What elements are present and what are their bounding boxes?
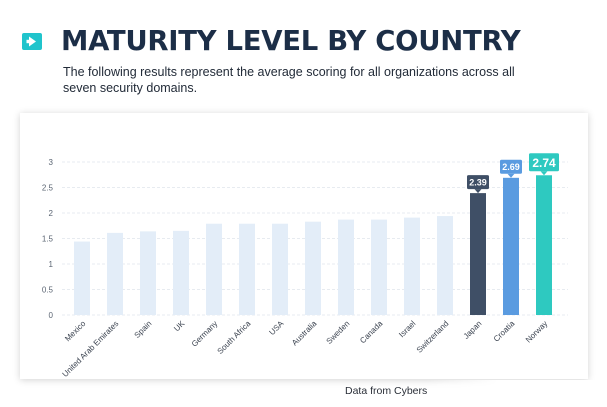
data-label-box [467,175,489,190]
bar [74,241,90,315]
data-label-pointer [540,171,548,176]
x-tick-label: Croatia [492,319,517,344]
bar [305,221,321,315]
bar [338,219,354,315]
y-tick-label: 2 [49,209,54,218]
bar [536,175,552,315]
y-tick-label: 0 [49,311,54,320]
bar [239,223,255,315]
x-tick-label: Australia [290,319,319,348]
data-label-box [529,153,559,172]
y-tick-label: 1 [49,260,54,269]
bar [437,216,453,315]
data-label-pointer [507,173,515,178]
source-note: Data from Cybers [345,385,428,397]
bar [206,223,222,315]
x-tick-label: Norway [524,319,550,345]
y-tick-label: 1.5 [42,235,54,244]
data-label-box [500,159,522,174]
x-tick-label: USA [267,319,285,337]
bar [272,223,288,315]
bar [173,230,189,315]
y-tick-label: 0.5 [42,286,54,295]
data-label-pointer [474,189,482,194]
bar [503,177,519,315]
x-tick-label: United Arab Emirates [61,319,121,379]
x-tick-label: Switzerland [415,319,451,355]
x-tick-label: Germany [190,319,220,349]
x-tick-label: UK [172,319,187,334]
data-label: 2.74 [532,156,556,170]
x-tick-label: Spain [133,319,154,340]
page-subtitle: The following results represent the aver… [63,65,515,95]
x-tick-label: Canada [358,319,385,346]
bar [140,231,156,315]
bar [404,217,420,315]
source-fade-overlay [425,380,607,407]
x-tick-label: Israel [397,319,417,339]
data-label: 2.69 [502,162,520,172]
page-title: MATURITY LEVEL BY COUNTRY [61,25,521,57]
bar [470,193,486,315]
x-tick-label: Sweden [325,319,352,346]
x-tick-label: South Africa [216,319,253,356]
y-tick-label: 3 [49,158,54,167]
data-label: 2.39 [469,177,487,187]
y-tick-label: 2.5 [42,184,54,193]
bar [371,219,387,315]
x-tick-label: Japan [462,319,484,341]
chart-panel: 0 0.5 1 1.5 2 2.5 3 Mexico United Arab Emirates S… [20,113,588,379]
arrow-right-icon [22,33,42,50]
x-tick-label: Mexico [63,319,88,344]
bar [107,232,123,315]
